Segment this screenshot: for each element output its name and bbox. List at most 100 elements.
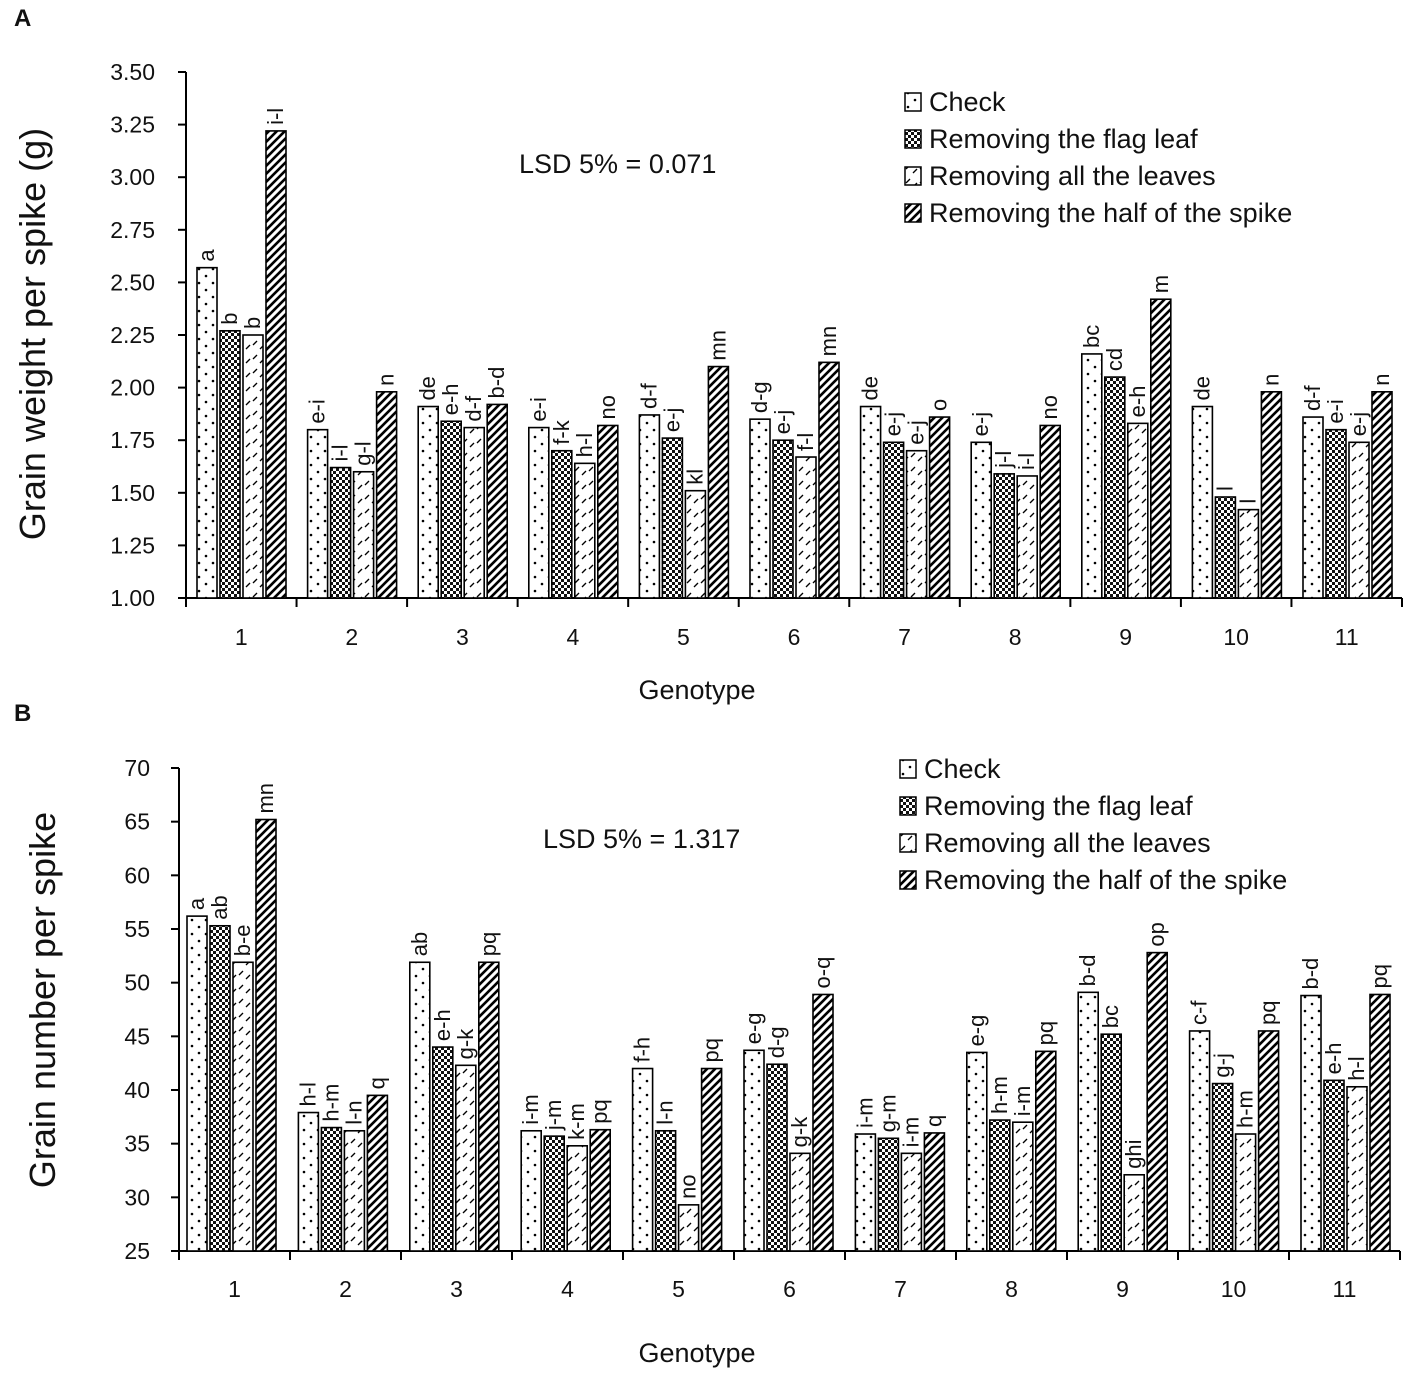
- bar-significance-label: d-g: [764, 1026, 789, 1058]
- bar-significance-label: l-n: [341, 1100, 366, 1124]
- legend-label-check: Check: [924, 754, 1001, 784]
- x-tick-label: 4: [567, 624, 580, 650]
- x-tick-label: 11: [1333, 1276, 1357, 1302]
- bar-significance-label: n: [1369, 374, 1394, 386]
- y-tick-label: 60: [124, 862, 150, 888]
- x-tick-label: 9: [1119, 624, 1132, 650]
- bar-significance-label: e-g: [741, 1012, 766, 1044]
- legend-label-flag-leaf: Removing the flag leaf: [924, 791, 1193, 821]
- panel-b-legend: Check Removing the flag leaf Removing al…: [899, 754, 1287, 895]
- bar: [589, 1128, 612, 1252]
- bar: [1081, 353, 1103, 599]
- bar-significance-label: e-j: [1346, 412, 1371, 436]
- y-tick-label: 55: [124, 916, 150, 942]
- x-tick-label: 3: [450, 1276, 463, 1302]
- panel-a-letter: A: [14, 5, 31, 32]
- bar-significance-label: i-l: [328, 444, 353, 461]
- bar-significance-label: h-l: [1344, 1056, 1369, 1080]
- bar-significance-label: i-m: [1010, 1086, 1035, 1117]
- bar-significance-label: op: [1144, 922, 1169, 946]
- bar-significance-label: h-l: [295, 1082, 320, 1106]
- bar-significance-label: e-i: [526, 397, 551, 421]
- bar: [329, 466, 352, 599]
- y-tick-label: 2.25: [110, 322, 155, 348]
- bar: [928, 416, 951, 599]
- bar-significance-label: b: [217, 313, 242, 325]
- x-tick-label: 10: [1223, 624, 1249, 650]
- bar-significance-label: h-m: [987, 1076, 1012, 1114]
- bar: [988, 1119, 1011, 1252]
- bar: [1016, 475, 1039, 599]
- x-tick-label: 6: [783, 1276, 796, 1302]
- y-tick-label: 35: [124, 1131, 150, 1157]
- bar-significance-label: i-m: [898, 1117, 923, 1148]
- bar-significance-label: e-j: [770, 410, 795, 434]
- bar: [1260, 391, 1283, 599]
- bar: [375, 391, 398, 599]
- bar-significance-label: e-j: [881, 412, 906, 436]
- legend-swatch-flag-leaf: [899, 796, 917, 816]
- legend-swatch-all-leaves: [904, 166, 922, 186]
- bar-significance-label: cd: [1102, 348, 1127, 371]
- bar: [232, 961, 254, 1252]
- bar: [684, 489, 707, 599]
- x-tick-label: 5: [677, 624, 690, 650]
- x-tick-label: 4: [561, 1276, 574, 1302]
- bar: [366, 1094, 389, 1252]
- bar-significance-label: de: [1189, 376, 1214, 400]
- bar: [1077, 991, 1099, 1252]
- bar: [306, 428, 329, 599]
- x-tick-label: 7: [894, 1276, 907, 1302]
- y-tick-label: 3.00: [110, 164, 155, 190]
- bar: [297, 1111, 320, 1252]
- bar: [566, 1145, 589, 1252]
- bar: [486, 403, 509, 599]
- bar: [1035, 1050, 1057, 1252]
- bar-significance-label: n: [374, 374, 399, 386]
- bar: [1257, 1030, 1280, 1252]
- bar: [573, 462, 596, 599]
- legend-label-flag-leaf: Removing the flag leaf: [929, 124, 1198, 154]
- bar-significance-label: b-d: [1298, 958, 1323, 990]
- y-tick-label: 1.00: [110, 585, 155, 611]
- bar: [265, 130, 287, 599]
- bar-significance-label: e-h: [1125, 386, 1150, 418]
- bar-significance-label: e-i: [305, 399, 330, 423]
- x-tick-label: 6: [788, 624, 801, 650]
- legend-swatch-half-spike: [899, 870, 917, 890]
- bar: [1127, 422, 1149, 599]
- bar-significance-label: q: [364, 1077, 389, 1089]
- panel-a-y-axis-title: Grain weight per spike (g): [12, 128, 53, 540]
- x-tick-label: 1: [235, 624, 248, 650]
- x-tick-label: 10: [1221, 1276, 1247, 1302]
- legend-label-half-spike: Removing the half of the spike: [924, 865, 1287, 895]
- bar: [812, 993, 834, 1252]
- panel-a-lsd-annotation: LSD 5% = 0.071: [519, 149, 716, 179]
- bar: [700, 1067, 723, 1252]
- bar-significance-label: f-k: [549, 419, 574, 444]
- bar-significance-label: pq: [1033, 1021, 1058, 1045]
- x-tick-label: 5: [672, 1276, 685, 1302]
- bar: [923, 1132, 946, 1252]
- bar: [905, 449, 928, 599]
- bar-significance-label: h-m: [318, 1084, 343, 1122]
- bar: [772, 439, 794, 599]
- bar: [242, 334, 264, 599]
- bar: [1100, 1033, 1122, 1252]
- bar-significance-label: o: [927, 399, 952, 411]
- bar-significance-label: bc: [1098, 1005, 1123, 1028]
- legend-swatch-half-spike: [904, 203, 922, 223]
- bar-significance-label: d-g: [747, 381, 772, 413]
- legend-label-all-leaves: Removing all the leaves: [924, 828, 1211, 858]
- bar: [1214, 496, 1237, 599]
- bar-significance-label: no: [1037, 395, 1062, 419]
- bar-significance-label: b-d: [484, 367, 509, 399]
- bar: [417, 405, 440, 599]
- bar-significance-label: kl: [682, 469, 707, 485]
- bar: [463, 426, 486, 599]
- bar: [1039, 424, 1061, 599]
- bar-significance-label: n: [1258, 374, 1283, 386]
- bar: [631, 1067, 654, 1252]
- bar-significance-label: e-h: [1321, 1043, 1346, 1075]
